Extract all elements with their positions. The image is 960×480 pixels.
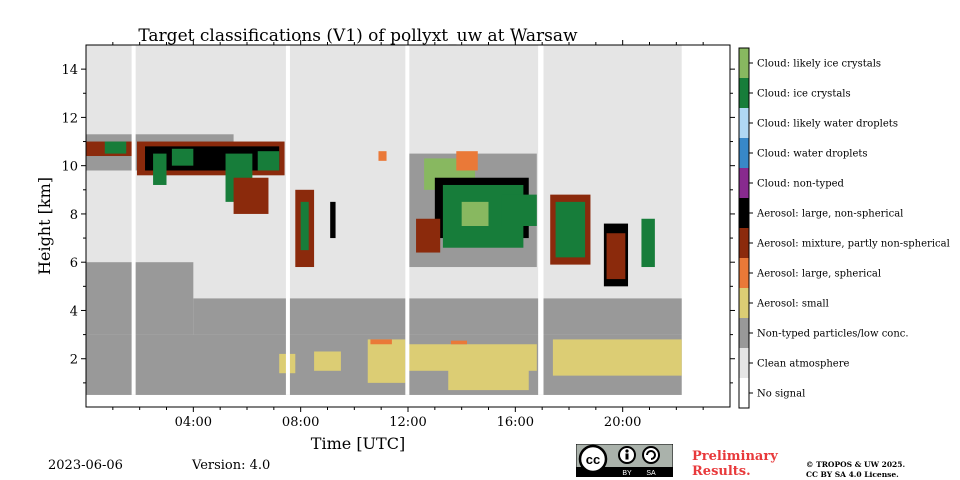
legend-swatch bbox=[739, 78, 749, 108]
cc-license-badge: cc BY SA bbox=[576, 444, 673, 477]
cc-by-text: BY bbox=[622, 470, 632, 477]
legend-swatch bbox=[739, 168, 749, 198]
license-line-1: © TROPOS & UW 2025. bbox=[806, 460, 906, 469]
class-region bbox=[193, 298, 682, 335]
data-gap bbox=[131, 45, 136, 395]
class-region bbox=[145, 146, 280, 171]
legend-swatch bbox=[739, 108, 749, 138]
legend-swatch bbox=[739, 48, 749, 78]
data-gaps bbox=[131, 45, 544, 395]
colorbar-legend: No signal Clean atmosphere Non-typed parti… bbox=[738, 47, 950, 409]
class-region bbox=[330, 201, 336, 239]
legend-swatch bbox=[739, 348, 749, 378]
legend-label: Aerosol: large, spherical bbox=[756, 269, 881, 280]
legend-swatch bbox=[739, 288, 749, 318]
date-label: 2023-06-06 bbox=[48, 458, 123, 473]
legend-label: Clean atmosphere bbox=[757, 359, 850, 370]
class-region bbox=[461, 201, 489, 226]
cc-sa-text: SA bbox=[646, 470, 656, 477]
class-region bbox=[233, 177, 269, 214]
data-gap bbox=[405, 45, 410, 395]
y-tick-label: 10 bbox=[61, 160, 78, 175]
class-region bbox=[104, 141, 127, 154]
class-region bbox=[314, 351, 341, 371]
legend-label: Cloud: non-typed bbox=[757, 179, 845, 190]
legend-label: Cloud: likely ice crystals bbox=[757, 59, 881, 70]
x-tick-label: 12:00 bbox=[389, 415, 426, 430]
class-region bbox=[606, 233, 626, 280]
class-region bbox=[300, 201, 309, 251]
license-line-2: CC BY SA 4.0 License. bbox=[806, 470, 899, 479]
cc-text: cc bbox=[586, 452, 600, 467]
y-axis-label: Height [km] bbox=[35, 177, 54, 275]
chart-title: Target classifications (V1) of pollyxt_u… bbox=[138, 26, 578, 46]
y-tick-label: 6 bbox=[70, 256, 78, 271]
class-region bbox=[501, 194, 537, 226]
class-region bbox=[367, 339, 406, 383]
legend-swatch bbox=[739, 228, 749, 258]
x-tick-label: 20:00 bbox=[604, 415, 641, 430]
class-region bbox=[86, 262, 194, 335]
preliminary-line-1: Preliminary bbox=[692, 449, 778, 464]
class-region bbox=[641, 218, 655, 268]
data-gap bbox=[538, 45, 544, 395]
license-notice: © TROPOS & UW 2025. CC BY SA 4.0 License… bbox=[806, 460, 905, 480]
legend-label: Aerosol: large, non-spherical bbox=[756, 209, 903, 220]
class-region bbox=[378, 151, 387, 161]
legend-swatch bbox=[739, 198, 749, 228]
legend-label: Cloud: water droplets bbox=[757, 149, 868, 160]
legend-label: No signal bbox=[757, 389, 805, 400]
axes: 04:00 08:00 12:00 16:00 20:00 2 4 6 8 10 12 14 bbox=[61, 40, 735, 430]
y-tick-label: 2 bbox=[70, 353, 78, 368]
class-region bbox=[416, 218, 441, 253]
class-region bbox=[555, 201, 586, 258]
legend-swatch bbox=[739, 318, 749, 348]
class-region bbox=[448, 368, 529, 391]
legend-swatch bbox=[739, 258, 749, 288]
preliminary-line-2: Results. bbox=[692, 464, 751, 479]
sa-icon bbox=[642, 446, 660, 464]
y-tick-label: 14 bbox=[61, 63, 78, 78]
class-region bbox=[450, 340, 468, 345]
y-tick-label: 4 bbox=[70, 304, 78, 319]
legend-label: Non-typed particles/low conc. bbox=[757, 329, 909, 340]
legend-label: Cloud: ice crystals bbox=[757, 89, 851, 100]
y-tick-label: 8 bbox=[70, 208, 78, 223]
class-region bbox=[370, 339, 392, 345]
y-tick-label: 12 bbox=[61, 111, 78, 126]
legend-label: Aerosol: mixture, partly non-spherical bbox=[756, 239, 950, 250]
class-region bbox=[408, 344, 537, 371]
class-region bbox=[171, 148, 194, 166]
legend-label: Cloud: likely water droplets bbox=[757, 119, 898, 130]
x-tick-label: 08:00 bbox=[282, 415, 319, 430]
cc-icon bbox=[578, 444, 608, 474]
class-region bbox=[153, 153, 167, 185]
class-region bbox=[257, 151, 280, 171]
x-tick-label: 04:00 bbox=[175, 415, 212, 430]
colorbar-frame bbox=[738, 47, 750, 409]
class-region bbox=[456, 151, 478, 171]
legend-label: Aerosol: small bbox=[756, 299, 829, 310]
version-label: Version: 4.0 bbox=[192, 458, 271, 473]
data-gap bbox=[285, 45, 290, 395]
legend-swatch bbox=[739, 138, 749, 168]
class-region bbox=[552, 339, 682, 376]
plot-area bbox=[86, 45, 682, 395]
x-tick-label: 16:00 bbox=[497, 415, 534, 430]
x-axis-label: Time [UTC] bbox=[311, 434, 405, 453]
preliminary-notice: Preliminary Results. bbox=[692, 449, 778, 479]
legend-swatch bbox=[739, 378, 749, 408]
